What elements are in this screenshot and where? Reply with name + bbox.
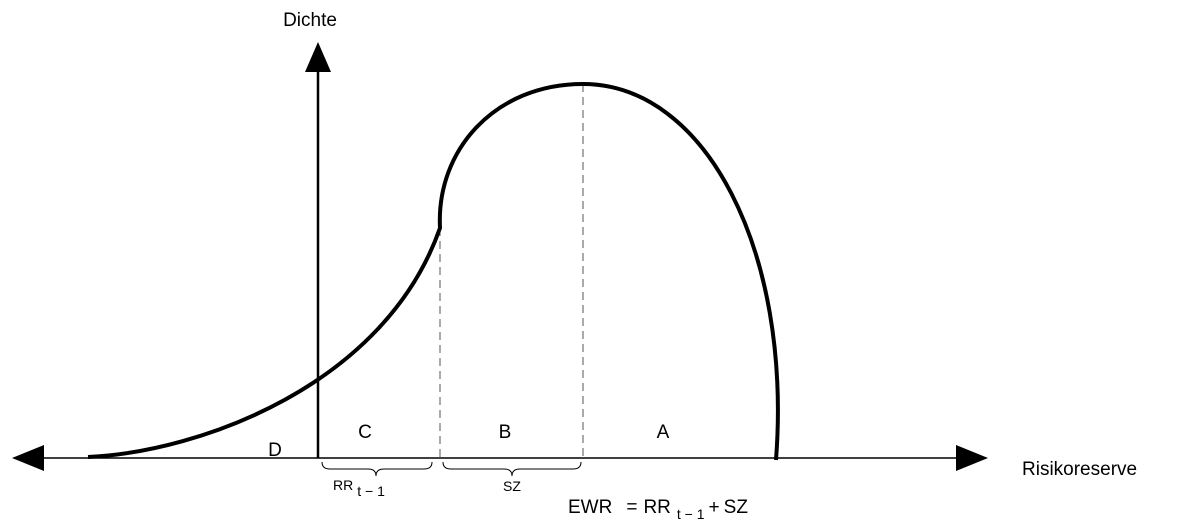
- brace-label: SZ: [503, 478, 521, 494]
- formula-sz: SZ: [724, 497, 749, 518]
- brace: [442, 461, 582, 477]
- x-arrow-right: [956, 445, 988, 471]
- x-axis-label: Risikoreserve: [1022, 459, 1137, 480]
- formula-sub: t − 1: [677, 506, 705, 522]
- y-axis-label: Dichte: [283, 10, 337, 31]
- density-curve: [87, 81, 780, 461]
- region-label: C: [358, 422, 372, 443]
- brace-label-sub: t − 1: [357, 483, 385, 499]
- y-arrow: [305, 42, 331, 72]
- brace-label-main: RR: [333, 477, 353, 493]
- brace-label: RR t − 1: [333, 477, 385, 499]
- formula-plus: +: [709, 497, 720, 518]
- region-label: D: [268, 440, 282, 461]
- region-label: B: [499, 422, 512, 443]
- brace: [321, 461, 433, 477]
- x-arrow-left: [12, 445, 44, 471]
- formula-lhs: EWR: [568, 497, 612, 518]
- formula-eq: =: [626, 497, 637, 518]
- formula-rr: RR: [643, 497, 670, 518]
- formula: EWR = RR t − 1 + SZ: [568, 497, 748, 522]
- region-label: A: [657, 422, 670, 443]
